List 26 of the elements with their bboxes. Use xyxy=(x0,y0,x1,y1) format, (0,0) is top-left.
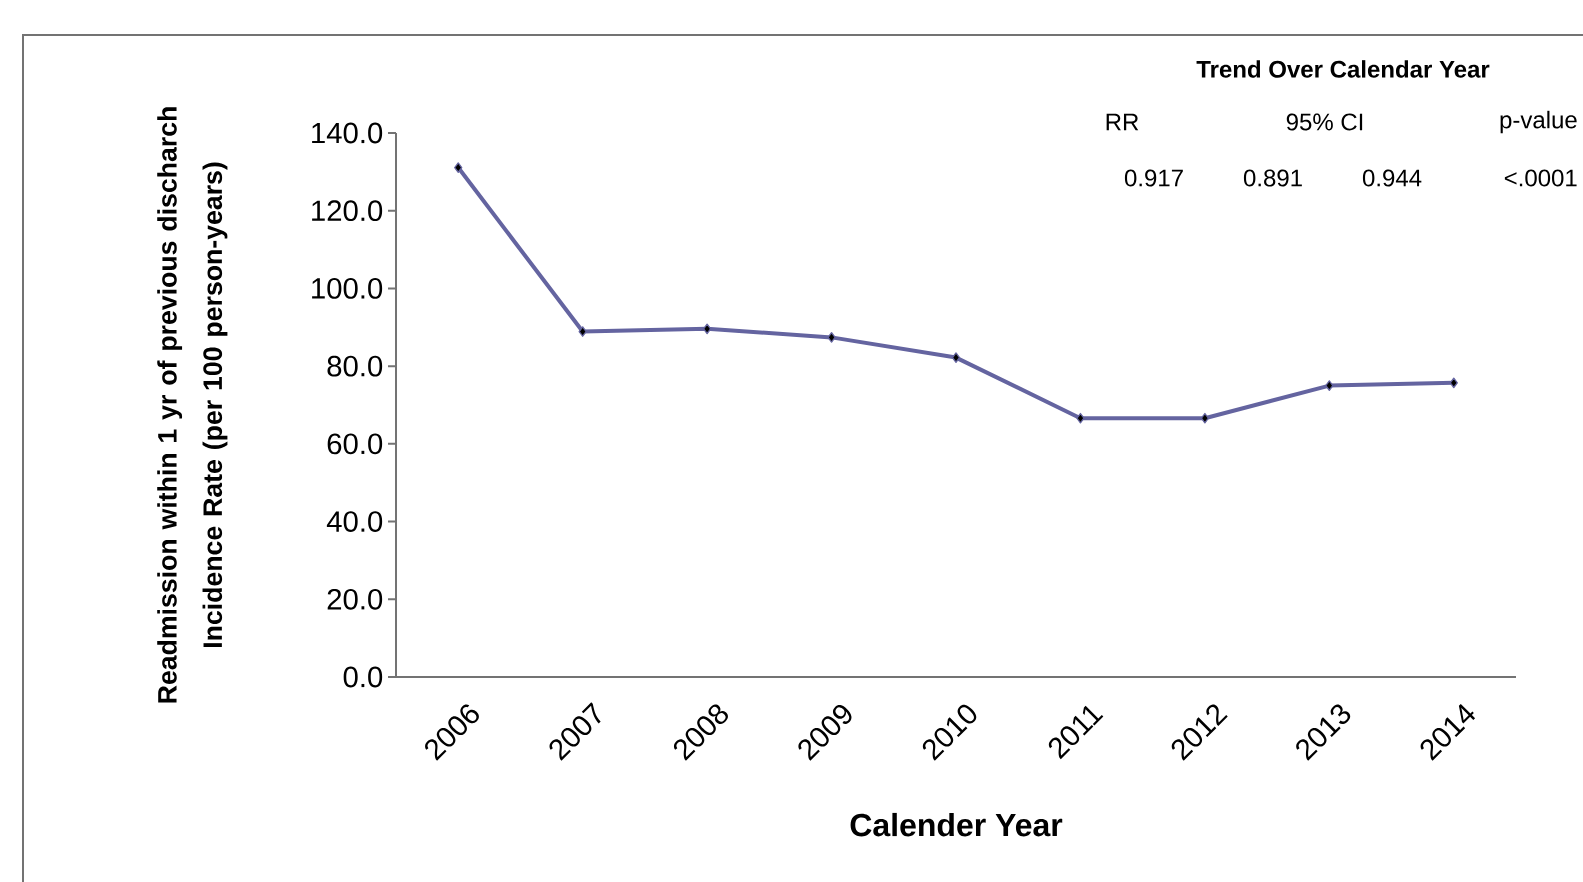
y-tick-label: 100.0 xyxy=(312,278,383,299)
text: 95% CI xyxy=(1286,113,1363,131)
annotation: p-value xyxy=(1500,110,1577,134)
point xyxy=(1449,377,1458,389)
point xyxy=(1076,412,1085,424)
text: RR xyxy=(1106,113,1139,131)
y-tick-label: 20.0 xyxy=(327,588,383,610)
y-tick-label: 80.0 xyxy=(327,355,383,377)
y-axis-title: Readmission within 1 yr of previous discharch Incidence Rate (per 100 person-years) xyxy=(157,107,228,703)
y-tick-label: 60.0 xyxy=(327,433,383,455)
y-tick-label: 140.0 xyxy=(312,122,383,144)
annotation: 0.944 xyxy=(1362,169,1422,187)
point xyxy=(827,332,836,343)
point xyxy=(1325,380,1334,391)
y-tick-label: 0.0 xyxy=(343,666,383,688)
point xyxy=(454,162,463,173)
text: Trend Over Calendar Year xyxy=(1196,60,1490,78)
annotation: 0.891 xyxy=(1243,169,1302,187)
annotation: 0.917 xyxy=(1124,169,1183,187)
y-tick-label: 40.0 xyxy=(326,511,383,532)
point xyxy=(951,352,961,363)
y-tick-label: 120.0 xyxy=(312,200,383,222)
x-axis-title: Calender Year xyxy=(850,812,1063,837)
point xyxy=(1200,412,1210,424)
point xyxy=(578,326,587,337)
annotation: <.0001 xyxy=(1504,169,1577,187)
